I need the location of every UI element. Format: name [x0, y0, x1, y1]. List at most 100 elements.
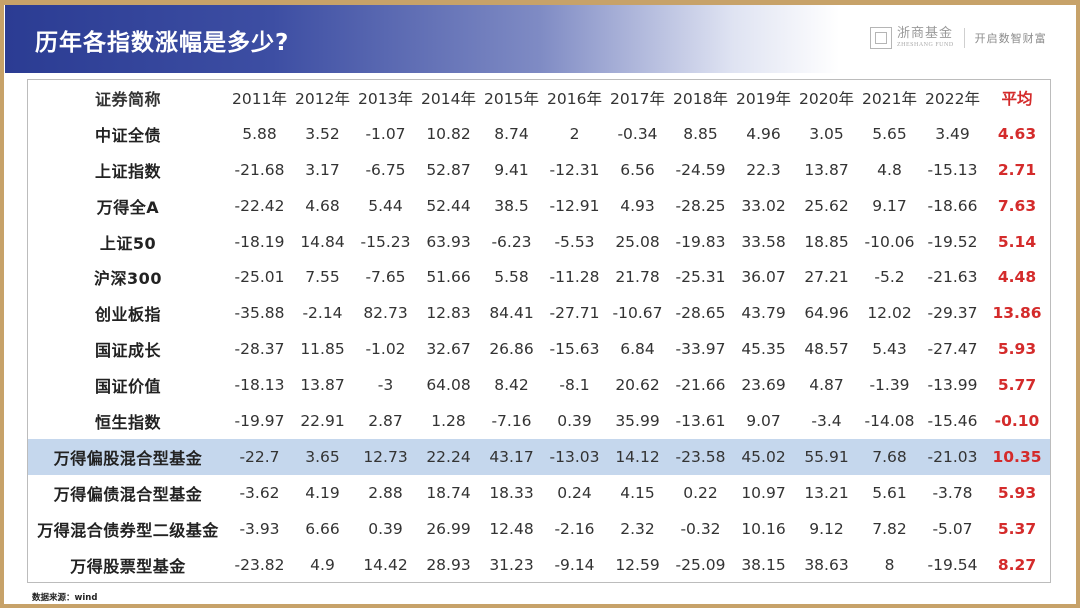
average-cell: 4.63 [997, 124, 1037, 143]
value-cell: 51.66 [426, 268, 471, 287]
table-row: 万得偏债混合型基金 -3.62 4.19 2.88 18.74 18.33 0.24 4.15… [28, 475, 1050, 511]
value-cell: 22.3 [746, 160, 781, 179]
value-cell: 5.58 [494, 268, 529, 287]
value-cell: 33.58 [741, 232, 786, 251]
value-cell: -3 [377, 376, 394, 395]
row-name-cell: 恒生指数 [94, 412, 161, 432]
value-cell: -10.06 [864, 232, 915, 251]
value-cell: 35.99 [615, 411, 660, 430]
value-cell: -11.28 [549, 268, 600, 287]
value-cell: 0.39 [368, 519, 403, 538]
value-cell: 48.57 [804, 340, 849, 359]
value-cell: -23.82 [234, 555, 285, 574]
value-cell: -6.23 [491, 232, 532, 251]
value-cell: 13.87 [804, 160, 849, 179]
row-name-cell: 上证指数 [94, 161, 161, 181]
value-cell: -8.1 [559, 376, 590, 395]
value-cell: 2.87 [368, 411, 403, 430]
value-cell: 25.08 [615, 232, 660, 251]
value-cell: 2.88 [368, 483, 403, 502]
average-cell: 5.77 [997, 376, 1037, 395]
average-cell: 10.35 [984, 438, 1050, 475]
value-cell: 84.41 [489, 304, 534, 323]
value-cell: 18.33 [489, 483, 534, 502]
brand-name-cn: 浙商基金 [897, 26, 954, 41]
value-cell: 43.79 [741, 304, 786, 323]
data-source-note: 数据来源：wind [32, 593, 98, 603]
column-header-year: 2019年 [736, 89, 791, 108]
value-cell: -1.02 [365, 340, 406, 359]
value-cell: 18.74 [426, 483, 471, 502]
row-name-cell: 沪深300 [94, 269, 162, 289]
value-cell: 5.61 [872, 483, 907, 502]
value-cell: -19.54 [927, 555, 978, 574]
value-cell: 6.84 [620, 340, 655, 359]
value-cell: 9.41 [494, 160, 529, 179]
value-cell: -22.7 [228, 438, 291, 475]
value-cell: -3.4 [811, 411, 842, 430]
average-cell: -0.10 [994, 411, 1040, 430]
average-cell: 5.93 [997, 483, 1037, 502]
table-row: 中证全债 5.88 3.52 -1.07 10.82 8.74 2 -0.34 8.85 4.96… [28, 116, 1050, 152]
value-cell: -0.32 [680, 519, 721, 538]
value-cell: 22.24 [417, 438, 480, 475]
value-cell: 10.82 [426, 124, 471, 143]
value-cell: 13.21 [804, 483, 849, 502]
value-cell: 64.96 [804, 304, 849, 323]
value-cell: 10.16 [741, 519, 786, 538]
value-cell: 8.42 [494, 376, 529, 395]
value-cell: -22.42 [234, 196, 285, 215]
value-cell: 14.84 [300, 232, 345, 251]
average-cell: 7.63 [997, 196, 1037, 215]
value-cell: -33.97 [675, 340, 726, 359]
column-header-year: 2011年 [232, 89, 287, 108]
row-name-cell: 中证全债 [94, 125, 161, 145]
value-cell: -24.59 [675, 160, 726, 179]
value-cell: -15.13 [927, 160, 978, 179]
column-header-year: 2020年 [799, 89, 854, 108]
value-cell: 12.59 [615, 555, 660, 574]
value-cell: 6.56 [620, 160, 655, 179]
value-cell: -15.63 [549, 340, 600, 359]
value-cell: 82.73 [363, 304, 408, 323]
value-cell: 12.83 [426, 304, 471, 323]
value-cell: 4.9 [310, 555, 335, 574]
brand-name-en: ZHESHANG FUND [897, 42, 954, 48]
value-cell: -35.88 [234, 304, 285, 323]
value-cell: -12.31 [549, 160, 600, 179]
value-cell: 13.87 [300, 376, 345, 395]
value-cell: 2.32 [620, 519, 655, 538]
value-cell: 3.05 [809, 124, 844, 143]
value-cell: 32.67 [426, 340, 471, 359]
value-cell: -5.07 [932, 519, 973, 538]
value-cell: -29.37 [927, 304, 978, 323]
value-cell: 3.49 [935, 124, 970, 143]
value-cell: 1.28 [431, 411, 466, 430]
value-cell: -19.83 [675, 232, 726, 251]
value-cell: 23.69 [741, 376, 786, 395]
returns-table: 证券简称 2011年 2012年 2013年 2014年 2015年 2016年 2017年 2… [28, 80, 1050, 582]
value-cell: -25.31 [675, 268, 726, 287]
value-cell: 8.85 [683, 124, 718, 143]
value-cell: 5.88 [242, 124, 277, 143]
value-cell: 4.8 [877, 160, 902, 179]
value-cell: -5.2 [874, 268, 905, 287]
value-cell: -28.25 [675, 196, 726, 215]
value-cell: 12.02 [867, 304, 912, 323]
column-header-year: 2012年 [295, 89, 350, 108]
value-cell: 38.5 [494, 196, 529, 215]
value-cell: -19.97 [234, 411, 285, 430]
value-cell: 36.07 [741, 268, 786, 287]
value-cell: 33.02 [741, 196, 786, 215]
slide-title: 历年各指数涨幅是多少? [35, 30, 290, 56]
value-cell: 28.93 [426, 555, 471, 574]
brand-divider [963, 28, 965, 48]
value-cell: -2.16 [554, 519, 595, 538]
value-cell: -28.65 [675, 304, 726, 323]
value-cell: 9.17 [872, 196, 907, 215]
column-header-year: 2021年 [862, 89, 917, 108]
value-cell: -18.13 [234, 376, 285, 395]
value-cell: 7.68 [858, 438, 921, 475]
value-cell: 5.65 [872, 124, 907, 143]
